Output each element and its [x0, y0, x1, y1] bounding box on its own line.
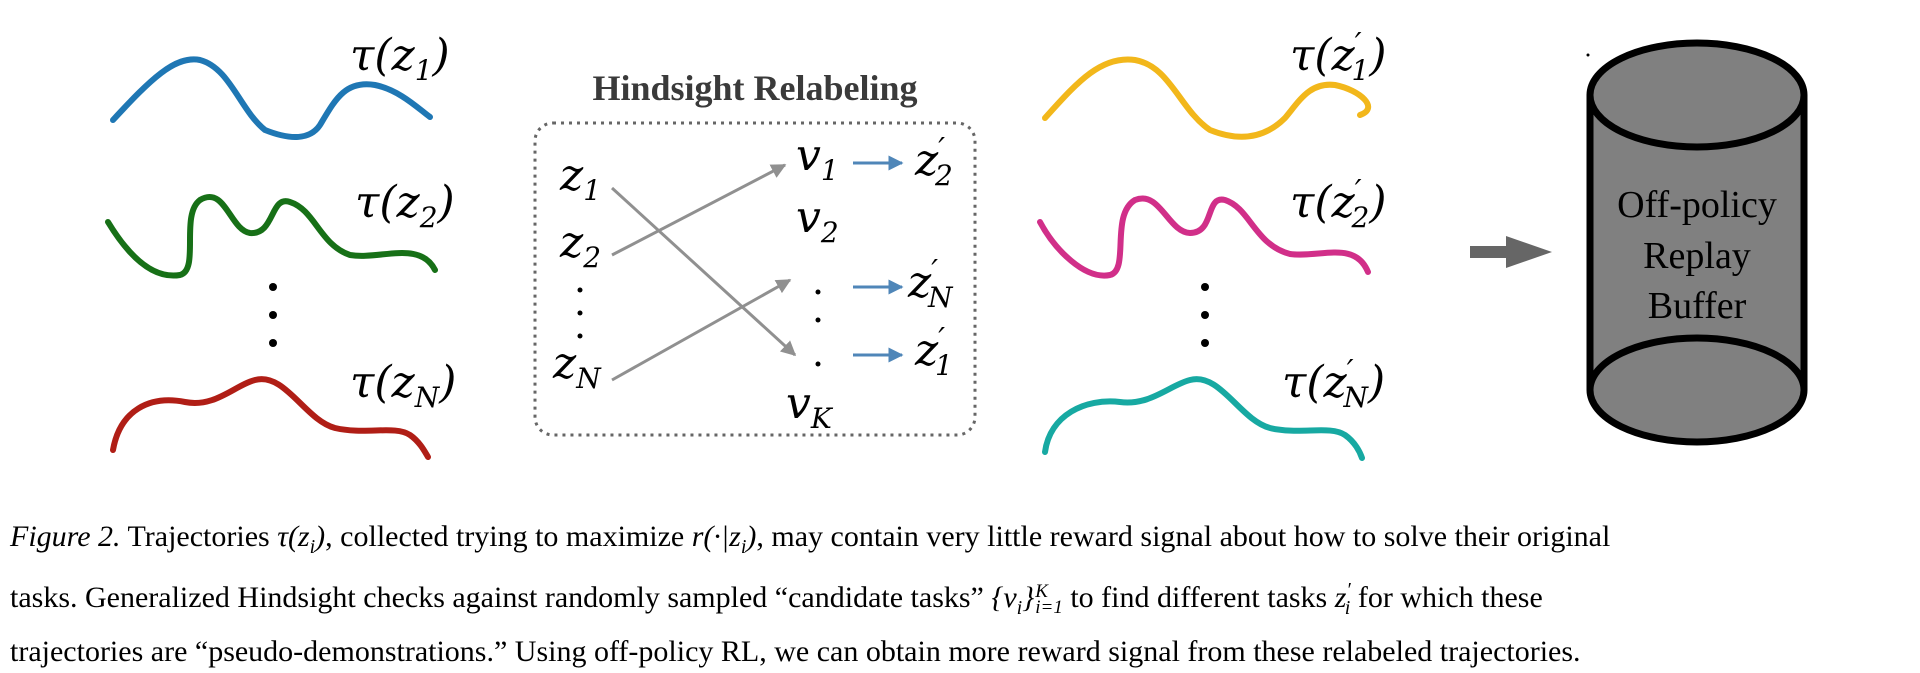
- buffer-label-line3: Buffer: [1648, 285, 1747, 327]
- relabel-v2: v2: [796, 192, 839, 249]
- trajectory-curve-z1-prime: [1042, 56, 1371, 140]
- trajectory-label-z1-prime: τ(z′ 1): [1290, 27, 1387, 87]
- to-buffer-arrow: [1470, 236, 1552, 268]
- trajectory-label-z1: τ(z1): [350, 30, 450, 87]
- arrow-zN-to-ellipsis: [611, 278, 792, 382]
- relabel-vK: vK: [786, 378, 834, 435]
- caption-line-2: tasks. Generalized Hindsight checks agai…: [10, 569, 1910, 630]
- right-vertical-ellipsis: [1201, 283, 1209, 347]
- hindsight-relabeling-title: Hindsight Relabeling: [592, 68, 917, 108]
- caption-text: tasks. Generalized Hindsight checks agai…: [10, 581, 992, 614]
- caption-line-1: Figure 2. Trajectories τ(zi), collected …: [10, 515, 1910, 569]
- relabeling-box: [533, 121, 977, 437]
- caption-math: τ(zi): [277, 520, 326, 558]
- arrow-z2-to-v1: [611, 163, 787, 257]
- replay-buffer-cylinder: [1586, 39, 1808, 446]
- trajectory-label-z2: τ(z2): [355, 177, 455, 234]
- figure-2-diagram: τ(z1) τ(z2) τ(zN) Hindsight Relabeling z…: [105, 27, 1808, 461]
- caption-text: Trajectories: [120, 520, 278, 553]
- relabel-zN: zN: [552, 338, 602, 395]
- caption-text: to find different tasks: [1062, 581, 1335, 614]
- trajectory-curve-z2-prime: [1037, 195, 1371, 279]
- relabel-z1-prime: z′ 1: [914, 322, 953, 382]
- trajectory-curve-z2: [105, 194, 438, 279]
- left-vertical-ellipsis: [269, 283, 277, 347]
- relabel-z1: z1: [559, 150, 601, 207]
- relabel-v1: v1: [796, 130, 839, 187]
- buffer-label-line2: Replay: [1643, 235, 1751, 277]
- trajectory-label-zN: τ(zN): [350, 357, 456, 414]
- figure-caption: Figure 2. Trajectories τ(zi), collected …: [10, 515, 1910, 673]
- figure-label: Figure 2.: [10, 520, 121, 553]
- buffer-label-line1: Off-policy: [1617, 184, 1777, 226]
- trajectory-label-zN-prime: τ(z′ N): [1282, 354, 1385, 414]
- caption-text: , collected trying to maximize: [325, 520, 692, 553]
- relabel-mid-ellipsis: [815, 289, 821, 367]
- trajectory-curve-zN-prime: [1042, 376, 1365, 461]
- caption-text: for which these: [1350, 581, 1543, 614]
- caption-math: r(·|zi): [691, 520, 757, 558]
- relabel-z2-prime: z′ 2: [914, 132, 953, 192]
- arrow-z1-to-vK: [610, 186, 797, 357]
- trajectory-curve-zN: [110, 376, 431, 460]
- trajectory-curve-z1: [110, 56, 433, 140]
- caption-text: , may contain very little reward signal …: [756, 520, 1611, 553]
- caption-line-3: trajectories are “pseudo-demonstrations.…: [10, 635, 1581, 668]
- trajectory-label-z2-prime: τ(z′ 2): [1290, 174, 1387, 234]
- relabel-left-ellipsis: [577, 287, 583, 339]
- caption-math: z′i: [1334, 579, 1351, 619]
- relabel-zN-prime: z′ N: [907, 254, 954, 314]
- relabel-z2: z2: [559, 217, 601, 274]
